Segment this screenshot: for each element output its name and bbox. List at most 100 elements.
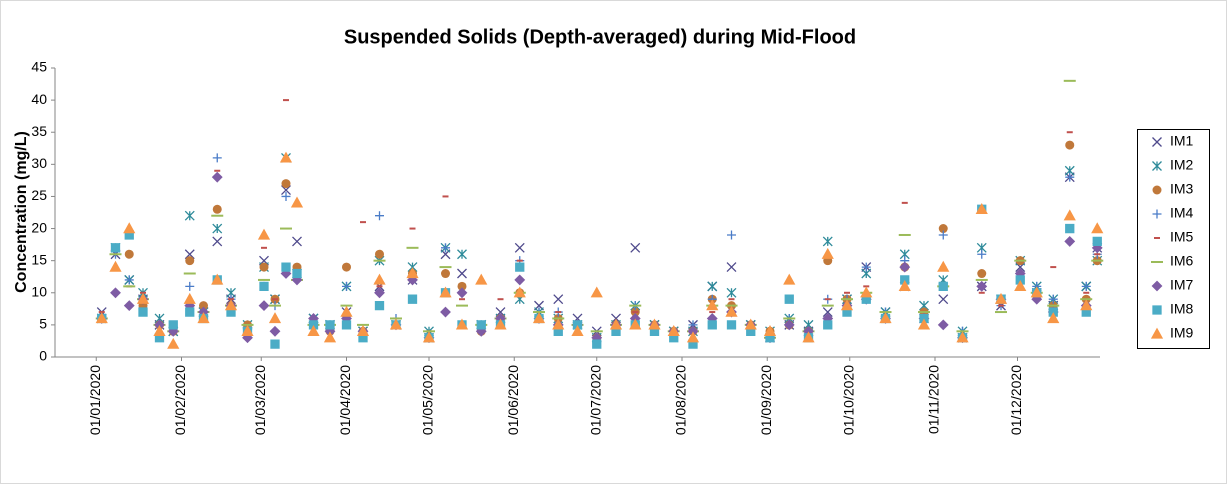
y-tick-label: 0 [39,348,47,364]
point [457,281,467,291]
point [1047,312,1060,324]
point [281,191,291,201]
point [938,294,949,305]
point [783,273,796,285]
y-tick-label: 30 [31,155,47,171]
point [342,281,351,291]
point [241,324,254,336]
point [1081,281,1091,291]
point [269,325,281,337]
y-tick-label: 15 [31,251,47,267]
point [1030,286,1043,298]
point [514,242,525,253]
point [727,230,736,240]
point [308,320,319,330]
x-tick-label: 01/01/2020 [87,365,103,435]
point [374,287,385,299]
point [168,320,178,330]
x-tick-label: 01/03/2020 [252,365,268,435]
point [648,318,661,330]
point [258,300,270,312]
legend-marker [1151,280,1163,292]
point [123,300,135,312]
point [374,300,385,311]
point [290,196,304,208]
point [95,312,108,324]
x-tick-label: 01/04/2020 [337,365,353,435]
point [514,274,526,286]
point [630,242,641,253]
point [457,249,467,260]
point [592,339,602,349]
x-tick-label: 01/10/2020 [840,365,856,435]
point [212,204,222,214]
point [707,320,717,330]
y-tick-label: 45 [31,59,47,75]
point [900,275,910,285]
legend-label: IM5 [1170,229,1194,245]
point [185,307,195,317]
point [441,269,450,279]
point [185,281,195,291]
point [199,301,208,311]
point [802,331,815,343]
legend-marker [1152,209,1162,219]
point [726,262,737,273]
point [1048,307,1058,317]
point [476,320,486,330]
point [259,262,269,272]
point [342,262,351,272]
point [823,320,833,330]
point [1065,140,1075,150]
legend-label: IM9 [1170,325,1194,341]
x-tick-label: 01/05/2020 [420,365,436,435]
point [270,339,280,349]
y-tick-label: 5 [39,316,47,332]
x-tick-label: 01/02/2020 [172,365,188,435]
point [938,224,948,234]
legend-marker [1152,305,1162,315]
point [1080,299,1093,311]
point [323,331,337,343]
point [153,324,166,336]
point [167,325,179,337]
point [1092,236,1102,247]
point [224,299,238,311]
point [784,294,794,304]
point [441,243,450,253]
point [879,312,892,324]
point [407,274,418,286]
point [898,280,911,292]
point [268,312,282,324]
point [340,305,353,317]
point [211,171,223,183]
point [124,249,134,259]
chart-title: Suspended Solids (Depth-averaged) during… [344,26,856,48]
point [938,230,948,240]
point [744,318,757,330]
point [783,319,795,331]
point [1048,294,1058,304]
point [1065,223,1075,234]
point [259,281,269,292]
x-tick-label: 01/11/2020 [926,365,942,434]
point [183,292,196,304]
y-tick-label: 10 [31,283,47,299]
point [590,286,603,298]
point [553,294,564,305]
point [822,307,833,318]
point [292,268,302,279]
point [167,337,180,349]
point [184,249,195,260]
point [513,286,526,298]
point [977,269,987,279]
x-tick-label: 01/06/2020 [505,365,521,435]
point [977,249,987,259]
point [109,260,122,272]
point [1014,280,1027,292]
point [994,292,1008,304]
point [110,243,121,253]
point [197,312,210,324]
point [242,332,253,344]
y-tick-label: 40 [31,91,47,107]
